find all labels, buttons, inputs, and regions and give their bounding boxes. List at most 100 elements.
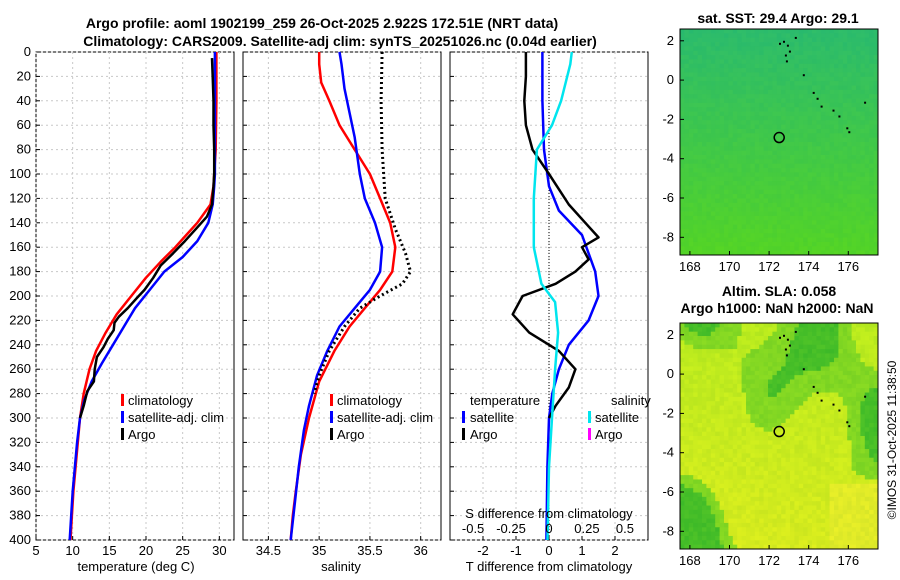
map-cell — [746, 185, 751, 191]
map-cell — [864, 370, 870, 376]
map-cell — [737, 544, 742, 550]
map-cell — [834, 436, 839, 441]
map-cell — [803, 357, 808, 363]
map-cell — [829, 349, 835, 354]
map-cell — [680, 323, 685, 328]
map-cell — [790, 396, 795, 402]
map-cell — [741, 189, 747, 195]
map-cell — [847, 107, 852, 112]
map-cell — [746, 327, 751, 333]
map-cell — [776, 168, 782, 173]
map-cell — [860, 241, 866, 247]
map-cell — [812, 492, 817, 498]
map-cell — [790, 29, 795, 34]
map-cell — [790, 544, 795, 550]
map-x-tick-label: 170 — [719, 553, 741, 568]
map-cell — [702, 522, 707, 528]
map-cell — [728, 457, 734, 463]
map-cell — [702, 42, 707, 47]
map-cell — [728, 331, 734, 337]
map-cell — [856, 431, 861, 437]
map-cell — [719, 375, 725, 380]
map-cell — [728, 362, 734, 367]
map-cell — [812, 220, 817, 225]
map-cell — [864, 81, 870, 86]
legend-swatch-s-argo — [588, 428, 591, 440]
map-cell — [737, 155, 742, 160]
map-cell — [851, 172, 857, 178]
map-cell — [754, 211, 760, 217]
map-cell — [684, 168, 690, 173]
map-cell — [847, 181, 852, 186]
map-cell — [829, 246, 835, 252]
map-cell — [693, 327, 698, 333]
map-cell — [838, 241, 844, 247]
map-cell — [842, 349, 848, 354]
map-cell — [807, 453, 813, 459]
map-cell — [754, 168, 760, 173]
map-cell — [798, 250, 804, 256]
map-cell — [785, 124, 791, 130]
map-cell — [684, 544, 690, 550]
map-cell — [803, 94, 808, 99]
map-cell — [688, 340, 694, 346]
map-cell — [763, 55, 769, 60]
map-cell — [785, 327, 791, 333]
map-cell — [715, 427, 720, 433]
map-cell — [794, 198, 800, 204]
map-cell — [776, 492, 782, 498]
map-cell — [737, 211, 742, 217]
map-cell — [724, 89, 729, 95]
map-cell — [776, 98, 782, 104]
map-cell — [847, 427, 852, 433]
map-cell — [763, 81, 769, 86]
map-cell — [688, 444, 694, 450]
map-cell — [741, 115, 747, 121]
map-cell — [807, 492, 813, 498]
map-cell — [825, 181, 830, 186]
map-cell — [741, 81, 747, 86]
map-cell — [820, 409, 826, 415]
map-cell — [710, 405, 716, 411]
map-cell — [706, 168, 712, 173]
map-cell — [724, 189, 729, 195]
map-cell — [706, 89, 712, 95]
map-cell — [741, 470, 747, 476]
map-cell — [798, 137, 804, 143]
map-cell — [776, 440, 782, 446]
map-cell — [728, 427, 734, 433]
map-cell — [706, 29, 712, 34]
map-cell — [838, 155, 844, 160]
map-cell — [864, 124, 870, 130]
map-cell — [834, 431, 839, 437]
map-cell — [763, 59, 769, 65]
map-cell — [732, 505, 738, 511]
map-cell — [798, 37, 804, 43]
map-cell — [790, 366, 795, 372]
map-cell — [741, 340, 747, 346]
map-cell — [732, 241, 738, 247]
map-cell — [798, 370, 804, 376]
map-cell — [790, 111, 795, 117]
map-cell — [825, 107, 830, 112]
map-cell — [728, 241, 734, 247]
map-cell — [829, 440, 835, 446]
map-cell — [860, 531, 866, 537]
map-cell — [706, 37, 712, 43]
map-cell — [754, 431, 760, 437]
map-cell — [759, 155, 764, 160]
map-cell — [856, 168, 861, 173]
map-cell — [860, 436, 866, 441]
map-cell — [719, 185, 725, 191]
map-cell — [684, 470, 690, 476]
map-cell — [847, 120, 852, 126]
map-cell — [776, 475, 782, 480]
map-cell — [746, 357, 751, 363]
map-cell — [785, 211, 791, 217]
x-tick-label: 34.5 — [256, 543, 281, 558]
map-cell — [772, 181, 778, 186]
map-cell — [680, 76, 685, 82]
map-cell — [829, 466, 835, 472]
map-cell — [794, 440, 800, 446]
